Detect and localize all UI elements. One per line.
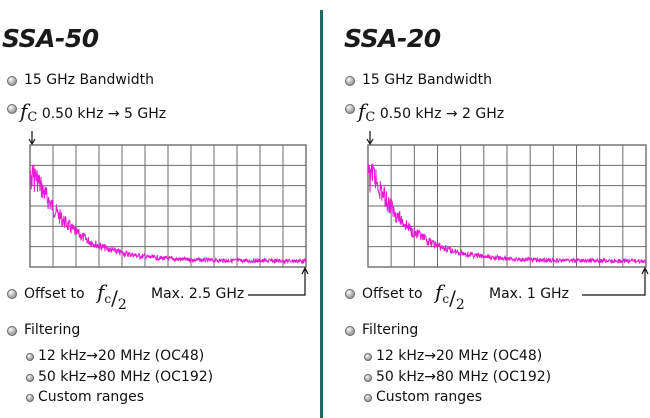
fc-subscript: C [365,110,376,125]
bandwidth-text: 15 GHz Bandwidth [362,72,492,88]
model-title: SSA-50 [2,24,99,53]
spectrum-plot [366,131,649,296]
fraction-denominator: 2 [117,297,127,313]
bullet-icon [26,353,34,361]
fraction-numerator: f [435,280,443,304]
bullet-icon [345,289,355,299]
offset-label: Offset to [24,286,85,302]
filtering-label: Filtering [24,322,81,338]
fc-range-text: 0.50 kHz → 2 GHz [379,106,505,122]
bullet-icon [7,289,17,299]
bullet-icon [7,104,17,114]
panel-ssa-50: SSA-50 15 GHz Bandwidth fC 0.50 kHz → 5 … [0,0,322,418]
filtering-label: Filtering [362,322,419,338]
offset-max: Max. 1 GHz [489,286,569,302]
bullet-icon [26,374,34,382]
fc-range-line: fC 0.50 kHz → 2 GHz [358,99,505,125]
filter-item: 50 kHz→80 MHz (OC192) [376,369,552,385]
fc-range-text: 0.50 kHz → 5 GHz [41,106,167,122]
model-title: SSA-20 [344,24,441,53]
filter-item: Custom ranges [376,389,483,405]
bandwidth-text: 15 GHz Bandwidth [24,72,154,88]
panel-ssa-20: SSA-20 15 GHz Bandwidth fC 0.50 kHz → 2 … [328,0,650,418]
fc-symbol: f [358,99,366,123]
bullet-icon [345,76,355,86]
filter-item: 12 kHz→20 MHz (OC48) [376,348,543,364]
spectrum-plot [28,131,309,296]
fc-subscript: C [27,110,38,125]
bullet-icon [364,353,372,361]
spectrum-trace [29,164,307,265]
arrow-up-icon [582,266,649,296]
bullet-icon [26,394,34,402]
filter-item: 50 kHz→80 MHz (OC192) [38,369,214,385]
plot-grid [29,144,307,268]
arrow-down-icon [28,131,36,146]
filter-item: Custom ranges [38,389,145,405]
fraction-numerator: f [97,280,105,304]
panel-divider [320,10,323,418]
filter-item: 12 kHz→20 MHz (OC48) [38,348,205,364]
bullet-icon [364,394,372,402]
fraction-denominator: 2 [455,297,465,313]
offset-fraction: fc/2 [435,280,465,313]
offset-label: Offset to [362,286,423,302]
arrow-down-icon [366,131,374,146]
plot-grid [367,144,647,268]
bullet-icon [345,326,355,336]
bullet-icon [345,104,355,114]
fraction-subscript: c [104,292,112,306]
arrow-up-icon [248,266,309,296]
spectrum-trace [367,163,647,265]
bullet-icon [364,374,372,382]
bullet-icon [7,76,17,86]
offset-fraction: fc/2 [97,280,127,313]
fraction-subscript: c [442,292,450,306]
offset-max: Max. 2.5 GHz [151,286,245,302]
fc-symbol: f [20,99,28,123]
fc-range-line: fC 0.50 kHz → 5 GHz [20,99,167,125]
bullet-icon [7,326,17,336]
